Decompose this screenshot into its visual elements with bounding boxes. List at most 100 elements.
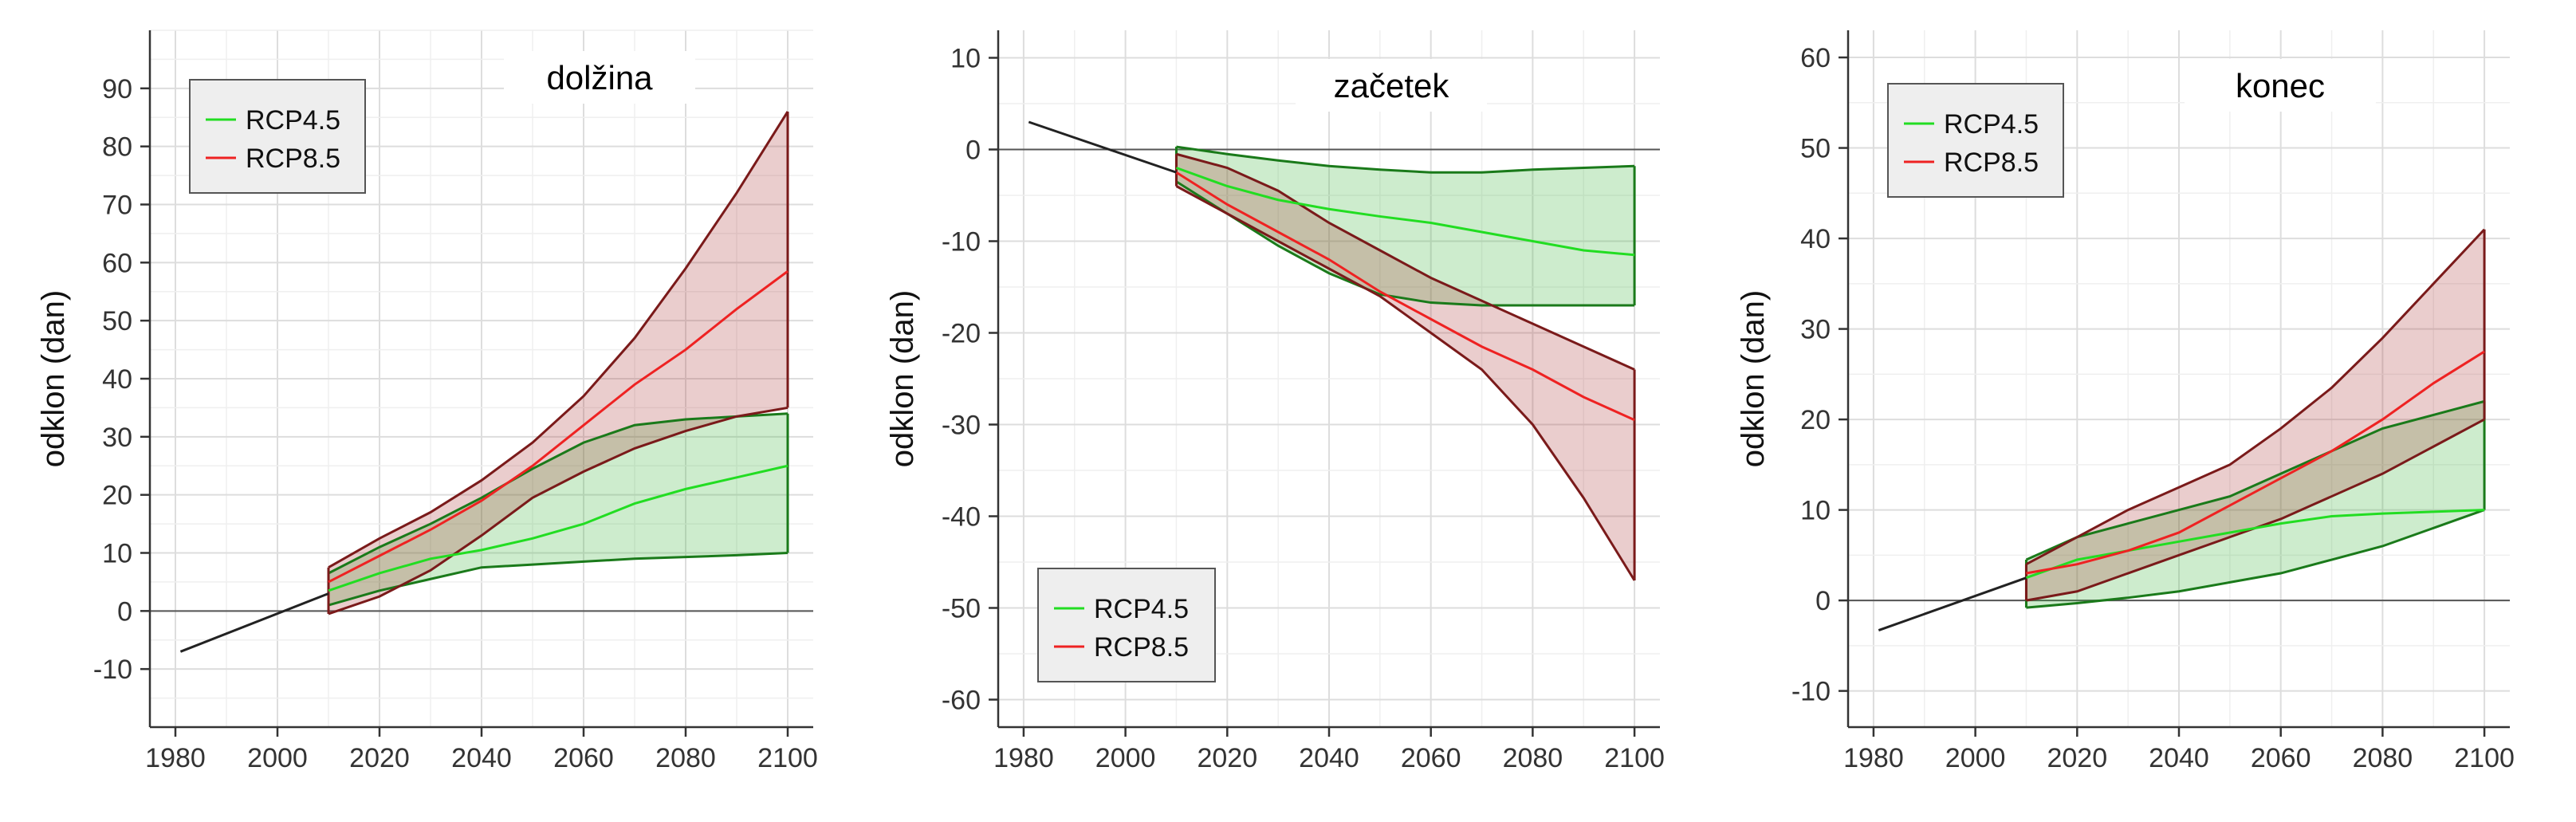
x-tick-label: 1980	[1843, 743, 1904, 773]
x-tick-label: 2100	[2454, 743, 2515, 773]
legend-label: RCP4.5	[1094, 594, 1189, 624]
band-lower-rcp85	[328, 406, 789, 616]
y-tick-label: 20	[102, 481, 132, 511]
y-tick-label: 0	[117, 596, 132, 627]
x-tick-label: 2000	[247, 743, 308, 773]
observed-trend-line	[1878, 576, 2027, 631]
y-tick-label: -10	[1791, 677, 1831, 707]
mean-line-rcp45	[2025, 509, 2485, 580]
x-tick-label: 2040	[2149, 743, 2209, 773]
band-upper-rcp45	[2025, 399, 2485, 561]
panel-title-backdrop	[1296, 59, 1487, 112]
panel-title: dolžina	[546, 59, 653, 96]
y-tick-label: 0	[1815, 586, 1831, 616]
y-tick-label: 70	[102, 191, 132, 221]
y-axis-title: odklon (dan)	[1736, 290, 1771, 467]
x-tick-label: 2020	[2047, 743, 2107, 773]
y-tick-label: 90	[102, 74, 132, 104]
x-tick-label: 2040	[451, 743, 512, 773]
panel-title: konec	[2236, 67, 2325, 104]
y-tick-label: -40	[942, 502, 981, 533]
x-tick-label: 2000	[1095, 743, 1156, 773]
x-tick-label: 2060	[2251, 743, 2311, 773]
observed-trend-line	[1028, 120, 1177, 174]
band-rcp45	[2026, 401, 2485, 608]
mean-line-rcp85	[2026, 350, 2485, 575]
x-tick-label: 2100	[757, 743, 818, 773]
legend: RCP4.5 RCP8.5	[189, 79, 366, 194]
x-tick-label: 2060	[1401, 743, 1461, 773]
x-tick-label: 2060	[553, 743, 614, 773]
x-tick-label: 2020	[1197, 743, 1257, 773]
x-tick-label: 2080	[1503, 743, 1563, 773]
y-tick-label: -10	[942, 227, 981, 258]
band-upper-rcp45	[328, 412, 789, 575]
band-rcp45	[1176, 147, 1635, 305]
y-tick-label: -30	[942, 411, 981, 441]
y-tick-label: 30	[1800, 315, 1831, 345]
band-upper-rcp85	[2025, 228, 2486, 566]
legend-label: RCP8.5	[1094, 632, 1189, 663]
x-tick-label: 2000	[1945, 743, 2006, 773]
y-tick-label: 60	[102, 248, 132, 278]
x-tick-label: 2080	[2353, 743, 2413, 773]
legend-label: RCP8.5	[246, 144, 340, 174]
y-tick-label: 40	[102, 364, 132, 395]
band-rcp85	[328, 111, 788, 614]
band-rcp85	[2026, 229, 2485, 601]
mean-line-rcp45	[328, 464, 789, 592]
legend-label: RCP4.5	[1944, 109, 2039, 140]
y-tick-label: -20	[942, 319, 981, 349]
y-tick-label: 20	[1800, 405, 1831, 435]
x-tick-label: 1980	[145, 743, 206, 773]
legend-label: RCP4.5	[246, 105, 340, 136]
legend-box	[1037, 568, 1216, 682]
y-tick-label: 0	[966, 136, 981, 166]
y-tick-label: 10	[1800, 496, 1831, 526]
band-rcp85	[1176, 154, 1635, 580]
legend-box	[189, 79, 366, 194]
y-axis-title: odklon (dan)	[36, 290, 71, 467]
y-tick-label: 50	[102, 306, 132, 336]
legend-label: RCP8.5	[1944, 147, 2039, 178]
panel-title: začetek	[1334, 67, 1450, 104]
mean-line-rcp85	[1175, 171, 1635, 422]
y-tick-label: -50	[942, 594, 981, 624]
observed-trend-line	[179, 592, 329, 653]
mean-line-rcp45	[1175, 167, 1635, 257]
x-tick-label: 2100	[1604, 743, 1665, 773]
y-tick-label: 40	[1800, 224, 1831, 254]
y-tick-label: 80	[102, 132, 132, 163]
band-lower-rcp45	[2026, 509, 2485, 609]
panels: 1980 2000 2020 2040 2060 2080 2100-10010203040…	[36, 29, 2515, 773]
x-tick-label: 2080	[655, 743, 716, 773]
x-tick-label: 1980	[993, 743, 1054, 773]
panel-2: 1980 2000 2020 2040 2060 2080 2100 -60 -50 -40 -30…	[885, 30, 1665, 773]
band-lower-rcp45	[328, 552, 789, 607]
y-tick-label: 30	[102, 423, 132, 453]
band-upper-rcp85	[1176, 152, 1635, 371]
legend: RCP4.5 RCP8.5	[1037, 568, 1216, 682]
x-tick-label: 2020	[349, 743, 410, 773]
x-tick-label: 2040	[1299, 743, 1359, 773]
y-tick-label: 10	[102, 539, 132, 569]
y-axis-title: odklon (dan)	[885, 290, 920, 467]
y-tick-label: -60	[942, 686, 981, 716]
band-upper-rcp85	[328, 111, 789, 569]
legend: RCP4.5 RCP8.5	[1887, 83, 2064, 198]
y-tick-label: 10	[950, 44, 981, 74]
band-lower-rcp85	[1175, 185, 1636, 581]
panel-title-backdrop	[504, 51, 695, 104]
y-tick-label: 60	[1800, 43, 1831, 73]
panel-title-backdrop	[2185, 59, 2376, 112]
band-upper-rcp45	[1176, 145, 1635, 174]
y-tick-label: 50	[1800, 134, 1831, 164]
legend-box	[1887, 83, 2064, 198]
mean-line-rcp85	[328, 270, 789, 584]
y-tick-label: -10	[93, 655, 132, 685]
band-lower-rcp45	[1175, 180, 1635, 307]
panel-3: 1980 2000 2020 2040 2060 2080 2100 -10 0 10 20 30 40…	[1736, 30, 2515, 773]
panel-1: 1980 2000 2020 2040 2060 2080 2100 -10 0 10 20 30 40…	[36, 29, 818, 773]
